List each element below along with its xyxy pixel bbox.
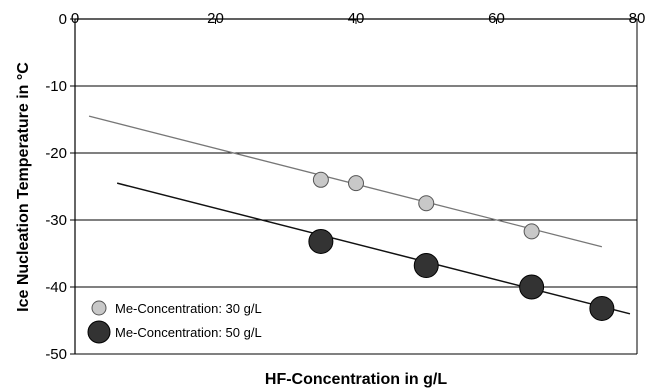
x-tick-label: 60	[488, 10, 505, 27]
y-tick-labels: 0 -10 -20 -30 -40 -50	[45, 11, 67, 363]
trendline-30gl	[88, 115, 603, 248]
x-tick-label: 80	[629, 10, 646, 27]
trendline-50gl	[116, 182, 631, 315]
x-tick-labels: 0 20 40 60 80	[71, 10, 646, 27]
y-tick-label: 0	[59, 11, 67, 28]
x-tick-label: 40	[348, 10, 365, 27]
data-point-50gl	[519, 274, 545, 300]
y-tick-label: -10	[45, 78, 67, 95]
y-tick-label: -20	[45, 145, 67, 162]
data-point-50gl	[308, 228, 334, 254]
data-points	[308, 171, 615, 321]
data-point-30gl	[418, 195, 435, 212]
legend: Me-Concentration: 30 g/L Me-Concentratio…	[87, 300, 262, 344]
legend-label-30gl: Me-Concentration: 30 g/L	[115, 301, 262, 316]
legend-label-50gl: Me-Concentration: 50 g/L	[115, 325, 262, 340]
y-tick-label: -30	[45, 212, 67, 229]
y-tick-label: -40	[45, 279, 67, 296]
x-axis-title: HF-Concentration in g/L	[265, 371, 447, 388]
trendlines	[88, 115, 631, 315]
legend-marker-30gl	[91, 300, 107, 316]
legend-marker-50gl	[87, 320, 111, 344]
x-tick-label: 20	[207, 10, 224, 27]
data-point-30gl	[312, 171, 329, 188]
gridlines	[75, 19, 638, 355]
y-tick-label: -50	[45, 346, 67, 363]
data-point-30gl	[523, 223, 540, 240]
axes	[70, 18, 638, 355]
y-axis-title: Ice Nucleation Temperature in °C	[15, 62, 32, 312]
data-point-50gl	[589, 295, 615, 321]
data-point-30gl	[348, 175, 364, 192]
x-tick-label: 0	[71, 10, 79, 27]
data-point-50gl	[413, 253, 439, 279]
